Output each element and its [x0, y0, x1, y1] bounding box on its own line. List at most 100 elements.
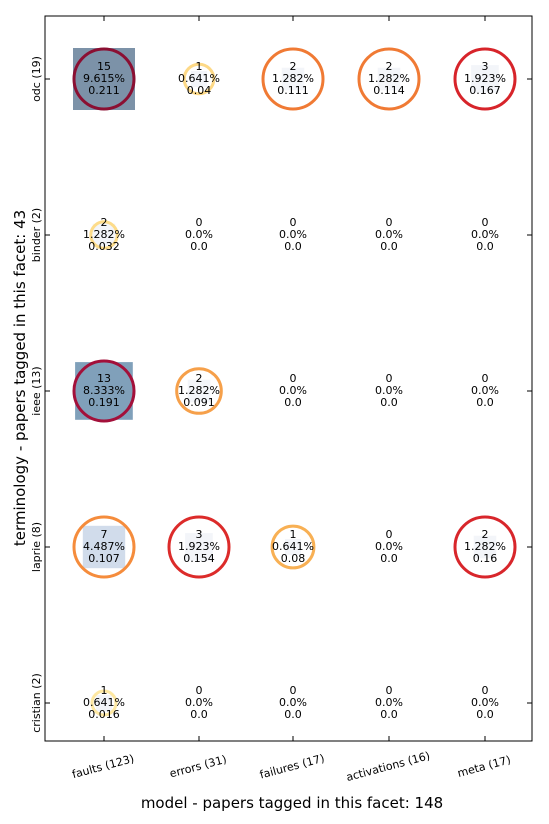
score-circle [357, 47, 421, 111]
cell-count-label: 2 [196, 372, 203, 385]
cell-percent-label: 0.0% [375, 384, 403, 397]
cell-score-label: 0.111 [277, 84, 309, 97]
cell-count-label: 7 [101, 528, 108, 541]
y-tick-label: ieee (13) [30, 366, 43, 415]
cell-score-label: 0.0 [380, 240, 398, 253]
count-square [377, 67, 401, 91]
cell-score-label: 0.211 [88, 84, 120, 97]
count-square [281, 67, 305, 91]
cell-score-label: 0.0 [380, 708, 398, 721]
cell-score-label: 0.0 [190, 240, 208, 253]
cell-count-label: 0 [196, 684, 203, 697]
cell-count-label: 15 [97, 60, 111, 73]
cell-percent-label: 0.0% [279, 228, 307, 241]
count-square [191, 71, 207, 87]
score-circle [72, 359, 136, 423]
cell-percent-label: 9.615% [83, 72, 125, 85]
score-circle [167, 515, 231, 579]
score-circle [453, 47, 517, 111]
cell-percent-label: 0.641% [83, 696, 125, 709]
count-square [75, 362, 133, 420]
count-square [96, 695, 112, 711]
cell-count-label: 1 [290, 528, 297, 541]
cell-percent-label: 0.0% [279, 384, 307, 397]
cell-count-label: 0 [386, 684, 393, 697]
cell-percent-label: 0.0% [375, 540, 403, 553]
cell-count-label: 13 [97, 372, 111, 385]
cell-count-label: 2 [290, 60, 297, 73]
x-tick-label: activations (16) [345, 749, 432, 784]
cell-count-label: 2 [482, 528, 489, 541]
cell-percent-label: 0.0% [471, 228, 499, 241]
cell-score-label: 0.191 [88, 396, 120, 409]
cell-count-label: 2 [386, 60, 393, 73]
cell-percent-label: 1.923% [464, 72, 506, 85]
cell-percent-label: 1.282% [178, 384, 220, 397]
cell-count-label: 3 [482, 60, 489, 73]
count-square [187, 379, 211, 403]
x-axis-title: model - papers tagged in this facet: 148 [141, 794, 443, 812]
cell-score-label: 0.016 [88, 708, 120, 721]
chart-marks: 159.615%0.21110.641%0.0421.282%0.11121.2… [72, 47, 517, 721]
cell-percent-label: 0.641% [272, 540, 314, 553]
cell-count-label: 0 [482, 684, 489, 697]
count-square [285, 539, 301, 555]
cell-percent-label: 1.282% [272, 72, 314, 85]
count-square [185, 533, 213, 561]
score-circle [72, 515, 136, 579]
cell-percent-label: 0.0% [471, 696, 499, 709]
cell-score-label: 0.0 [284, 240, 302, 253]
y-tick-label: laprie (8) [30, 522, 43, 572]
x-tick-label: faults (123) [71, 752, 136, 781]
cell-count-label: 1 [101, 684, 108, 697]
cell-score-label: 0.114 [373, 84, 405, 97]
cell-percent-label: 1.923% [178, 540, 220, 553]
cell-score-label: 0.0 [380, 396, 398, 409]
cell-count-label: 0 [386, 372, 393, 385]
cell-percent-label: 0.0% [279, 696, 307, 709]
cell-percent-label: 0.0% [185, 696, 213, 709]
cell-count-label: 1 [196, 60, 203, 73]
cell-percent-label: 1.282% [83, 228, 125, 241]
cell-percent-label: 0.0% [471, 384, 499, 397]
y-tick-label: cristian (2) [30, 673, 43, 733]
cell-score-label: 0.0 [380, 552, 398, 565]
cell-score-label: 0.154 [183, 552, 215, 565]
cell-score-label: 0.0 [190, 708, 208, 721]
cell-score-label: 0.0 [476, 240, 494, 253]
cell-count-label: 0 [482, 216, 489, 229]
cell-percent-label: 4.487% [83, 540, 125, 553]
cell-count-label: 0 [196, 216, 203, 229]
cell-count-label: 0 [386, 528, 393, 541]
cell-percent-label: 0.641% [178, 72, 220, 85]
cell-score-label: 0.091 [183, 396, 215, 409]
score-circle [72, 47, 136, 111]
score-circle [89, 220, 119, 250]
score-circle [270, 524, 316, 570]
cell-score-label: 0.0 [284, 396, 302, 409]
cell-percent-label: 0.0% [375, 228, 403, 241]
cell-percent-label: 1.282% [368, 72, 410, 85]
y-tick-label: odc (19) [30, 56, 43, 102]
cell-score-label: 0.08 [281, 552, 306, 565]
y-tick-label: binder (2) [30, 208, 43, 262]
cell-count-label: 3 [196, 528, 203, 541]
cell-count-label: 0 [290, 684, 297, 697]
score-circle [182, 62, 216, 96]
count-square [92, 223, 116, 247]
y-axis-title: terminology - papers tagged in this face… [11, 210, 29, 546]
cell-count-label: 0 [290, 372, 297, 385]
cell-score-label: 0.04 [187, 84, 212, 97]
plot-frame [44, 15, 533, 742]
cell-count-label: 0 [482, 372, 489, 385]
x-tick-label: failures (17) [258, 752, 326, 782]
count-square [82, 525, 126, 569]
cell-score-label: 0.107 [88, 552, 120, 565]
x-tick-label: errors (31) [168, 753, 228, 781]
cell-score-label: 0.0 [284, 708, 302, 721]
count-square [471, 65, 499, 93]
cell-score-label: 0.16 [473, 552, 498, 565]
count-square [473, 535, 497, 559]
score-circle [90, 689, 118, 717]
